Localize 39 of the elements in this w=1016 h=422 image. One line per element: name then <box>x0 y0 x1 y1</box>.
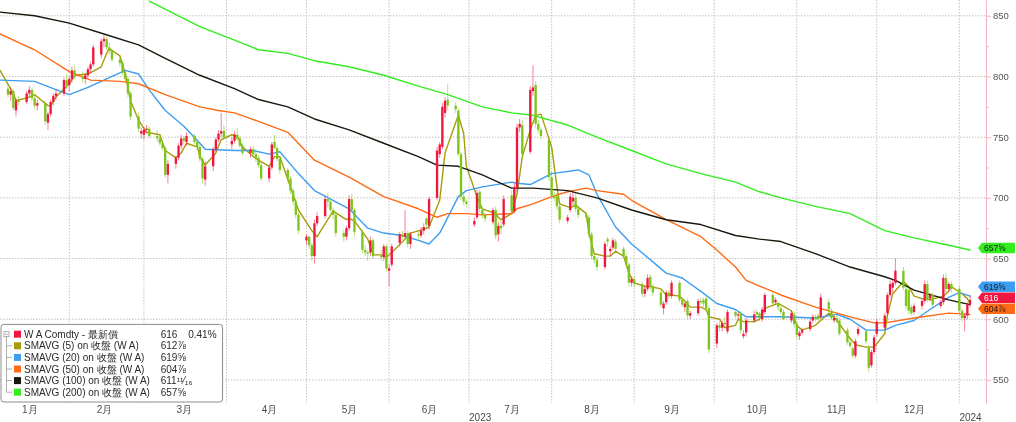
legend-label: SMAVG (100) on 收盤 (W A) 611¹¹⁄₁₆ <box>24 375 193 387</box>
text: W A Comdty - 最新價 616 0.41% <box>24 328 217 340</box>
legend-label: SMAVG (200) on 收盤 (W A) 657⅝ <box>24 386 187 398</box>
x-tick-label: 5月 <box>341 404 358 416</box>
y-tick-label: 600 <box>993 313 1009 325</box>
annotation: 657⅝ <box>984 243 1007 254</box>
x-tick-label: 7月 <box>504 404 520 416</box>
candlestick <box>17 95 20 107</box>
candlestick <box>182 135 186 145</box>
candlestick <box>331 207 335 221</box>
x-tick-label: 6月 <box>421 404 438 416</box>
x-tick-label: 3月 <box>176 404 193 416</box>
x2-tick-label: 2024 <box>959 411 983 422</box>
x2-tick-label: 2023 <box>469 411 492 422</box>
x-tick-label: 12月 <box>903 404 926 416</box>
x-tick-label: 1月 <box>22 404 38 416</box>
candlestick <box>920 298 924 311</box>
x-tick-label: 8月 <box>584 404 600 416</box>
annotation: 604⅞ <box>984 303 1007 314</box>
x-tick-label: 11月 <box>827 404 848 416</box>
text: SMAVG (50) on 收盤 (W A) 604⅞ <box>24 363 186 375</box>
x-tick-label: 4月 <box>261 404 278 416</box>
y-tick-label: 750 <box>993 131 1009 143</box>
line-series <box>148 0 971 251</box>
text: SMAVG (5) on 收盤 (W A) 612⅞ <box>24 340 186 352</box>
y-tick-label: 850 <box>993 10 1009 22</box>
candlestick <box>968 294 972 308</box>
annotation: 619⅝ <box>984 281 1007 292</box>
x-tick-label: 10月 <box>746 404 768 416</box>
text: SMAVG (20) on 收盤 (W A) 619⅝ <box>24 352 186 363</box>
y-tick-label: 800 <box>993 71 1009 83</box>
x-tick-label: 9月 <box>664 404 680 416</box>
y-tick-label: 550 <box>993 374 1009 386</box>
annotation: 616 <box>984 292 999 303</box>
y-tick-label: 700 <box>993 192 1009 204</box>
candlestick <box>800 327 804 336</box>
y-tick-label: 650 <box>993 253 1009 265</box>
candlestick <box>145 124 148 135</box>
x-tick-label: 2月 <box>96 404 113 416</box>
